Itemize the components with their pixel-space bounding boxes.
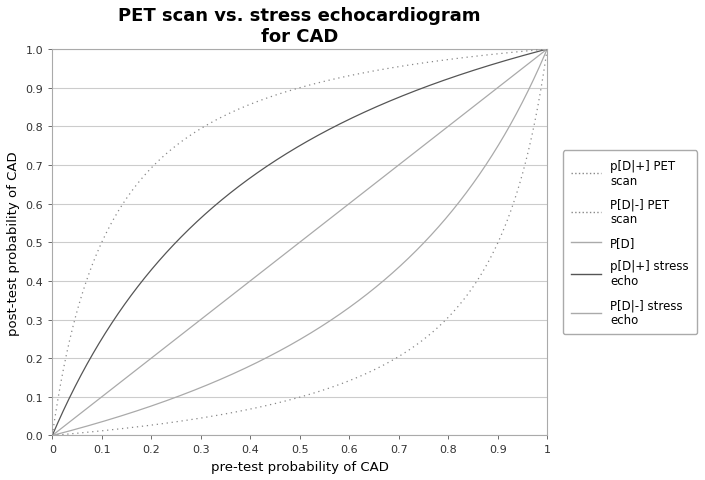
- Y-axis label: post-test probability of CAD: post-test probability of CAD: [7, 151, 20, 335]
- Title: PET scan vs. stress echocardiogram
for CAD: PET scan vs. stress echocardiogram for C…: [118, 7, 481, 46]
- Legend: p[D|+] PET
scan, P[D|-] PET
scan, P[D], p[D|+] stress
echo, P[D|-] stress
echo: p[D|+] PET scan, P[D|-] PET scan, P[D], …: [563, 151, 697, 335]
- X-axis label: pre-test probability of CAD: pre-test probability of CAD: [211, 460, 388, 473]
